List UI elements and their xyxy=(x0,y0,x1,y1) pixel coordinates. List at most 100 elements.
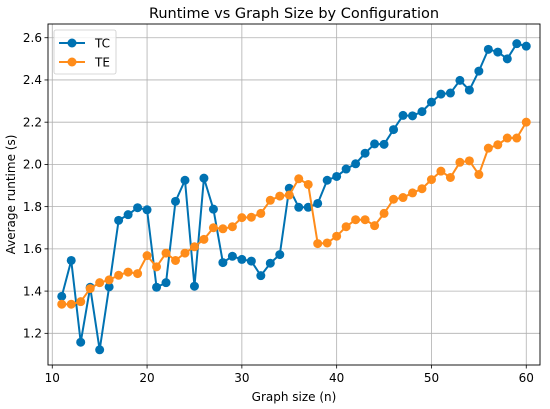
data-point-te xyxy=(407,188,417,198)
data-point-tc xyxy=(483,44,493,54)
data-point-tc xyxy=(426,97,436,107)
data-point-te xyxy=(313,239,323,249)
y-tick-label: 2.2 xyxy=(23,115,42,129)
chart-title: Runtime vs Graph Size by Configuration xyxy=(149,6,439,22)
y-tick-label: 1.2 xyxy=(23,327,42,341)
legend: TC TE xyxy=(53,29,117,75)
data-point-te xyxy=(322,238,332,248)
data-point-te xyxy=(180,248,190,258)
data-point-te xyxy=(57,299,67,309)
data-point-tc xyxy=(493,47,503,57)
data-point-te xyxy=(370,221,380,231)
data-point-te xyxy=(275,191,285,201)
data-point-tc xyxy=(455,75,465,85)
data-point-tc xyxy=(370,139,380,149)
legend-label-tc: TC xyxy=(94,37,110,51)
data-point-tc xyxy=(199,173,209,183)
data-point-tc xyxy=(256,271,266,281)
data-point-tc xyxy=(351,159,361,169)
data-point-tc xyxy=(189,281,199,291)
legend-label-te: TE xyxy=(94,56,110,70)
data-point-tc xyxy=(407,111,417,121)
data-point-tc xyxy=(389,125,399,135)
data-point-te xyxy=(142,251,152,261)
data-point-te xyxy=(493,140,503,150)
data-point-te xyxy=(332,231,342,241)
data-point-tc xyxy=(180,175,190,185)
data-point-tc xyxy=(237,254,247,264)
series-layer xyxy=(57,39,531,355)
data-point-tc xyxy=(104,282,114,292)
data-point-te xyxy=(95,278,105,288)
series-tc xyxy=(57,39,531,355)
data-point-tc xyxy=(464,85,474,95)
x-tick-label: 40 xyxy=(329,371,344,385)
data-point-tc xyxy=(322,175,332,185)
axis-ticks: 10 20 30 40 50 60 1.2 1.4 1.6 1.8 2.0 2.2 2.4 2.6 xyxy=(23,31,534,385)
data-point-tc xyxy=(142,205,152,215)
data-point-tc xyxy=(57,291,67,301)
data-point-te xyxy=(464,156,474,166)
data-point-te xyxy=(417,184,427,194)
data-point-tc xyxy=(218,258,228,268)
x-tick-label: 60 xyxy=(519,371,534,385)
data-point-te xyxy=(445,173,455,183)
y-tick-label: 1.8 xyxy=(23,200,42,214)
y-tick-label: 1.6 xyxy=(23,242,42,256)
y-tick-label: 2.4 xyxy=(23,73,42,87)
data-point-tc xyxy=(246,256,256,266)
data-point-tc xyxy=(313,198,323,208)
x-tick-label: 30 xyxy=(234,371,249,385)
legend-marker-tc xyxy=(67,38,77,48)
data-point-tc xyxy=(265,258,275,268)
data-point-te xyxy=(133,269,143,279)
data-point-te xyxy=(218,224,228,234)
data-point-te xyxy=(208,223,218,233)
y-tick-label: 2.0 xyxy=(23,158,42,172)
data-point-tc xyxy=(502,54,512,64)
data-point-te xyxy=(436,166,446,176)
x-tick-label: 20 xyxy=(139,371,154,385)
data-point-te xyxy=(227,222,237,232)
data-point-te xyxy=(256,208,266,218)
data-point-tc xyxy=(417,107,427,117)
data-point-tc xyxy=(360,148,370,158)
data-point-tc xyxy=(521,41,531,51)
data-point-te xyxy=(199,234,209,244)
data-point-tc xyxy=(341,164,351,174)
data-point-tc xyxy=(171,196,181,206)
y-tick-label: 2.6 xyxy=(23,31,42,45)
data-point-te xyxy=(389,194,399,204)
data-point-te xyxy=(398,193,408,203)
data-point-tc xyxy=(332,171,342,181)
data-point-te xyxy=(303,179,313,189)
data-point-te xyxy=(237,213,247,223)
data-point-te xyxy=(426,175,436,185)
x-tick-label: 50 xyxy=(424,371,439,385)
data-point-te xyxy=(66,299,76,309)
data-point-tc xyxy=(445,88,455,98)
data-point-te xyxy=(502,133,512,143)
data-point-te xyxy=(455,157,465,167)
data-point-te xyxy=(379,208,389,218)
y-axis-label: Average runtime (s) xyxy=(4,135,18,255)
data-point-tc xyxy=(398,110,408,120)
data-point-te xyxy=(152,262,162,272)
data-point-te xyxy=(360,215,370,225)
data-point-te xyxy=(341,222,351,232)
data-point-te xyxy=(483,143,493,153)
data-point-te xyxy=(123,267,133,277)
data-point-te xyxy=(521,117,531,127)
data-point-te xyxy=(351,215,361,225)
data-point-tc xyxy=(76,337,86,347)
data-point-tc xyxy=(303,202,313,212)
data-point-tc xyxy=(114,215,124,225)
data-point-te xyxy=(161,248,171,258)
data-point-tc xyxy=(294,202,304,212)
data-point-tc xyxy=(123,210,133,220)
data-point-tc xyxy=(275,250,285,260)
data-point-te xyxy=(265,195,275,205)
data-point-te xyxy=(104,275,114,285)
data-point-te xyxy=(294,174,304,184)
data-point-tc xyxy=(66,255,76,265)
